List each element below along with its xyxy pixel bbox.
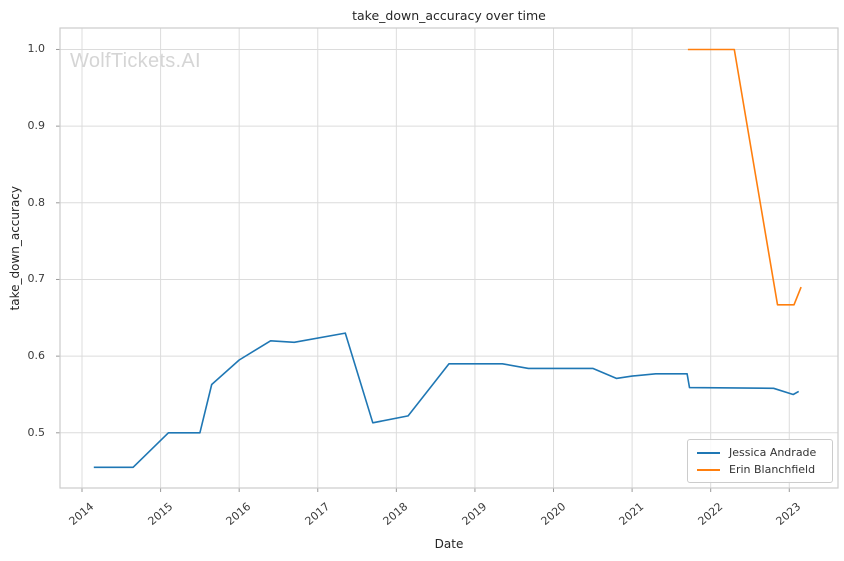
chart-title: take_down_accuracy over time — [352, 8, 546, 23]
legend-item-erin-blanchfield: Erin Blanchfield — [695, 463, 825, 476]
legend-label: Jessica Andrade — [729, 446, 817, 459]
legend-item-jessica-andrade: Jessica Andrade — [695, 446, 825, 459]
legend-line-swatch-orange — [697, 468, 720, 471]
legend: Jessica Andrade Erin Blanchfield — [687, 439, 833, 483]
y-tick-label: 0.9 — [27, 119, 46, 133]
watermark: WolfTickets.AI — [70, 50, 201, 72]
y-tick-label: 0.5 — [27, 425, 46, 439]
y-tick-label: 0.6 — [27, 349, 46, 363]
y-tick-label: 0.7 — [27, 272, 46, 286]
legend-line-swatch-blue — [697, 451, 720, 454]
x-axis-label: Date — [434, 537, 464, 551]
y-tick-label: 0.8 — [27, 195, 46, 209]
y-axis-label: take_down_accuracy — [8, 186, 22, 311]
y-tick-label: 1.0 — [27, 42, 46, 56]
legend-label: Erin Blanchfield — [729, 463, 816, 476]
